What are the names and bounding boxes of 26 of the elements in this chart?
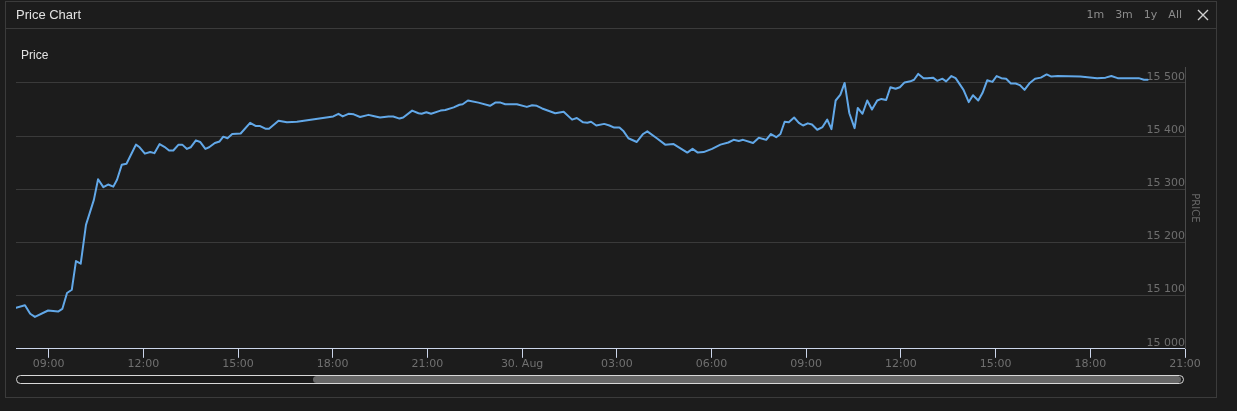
x-tick-label: 12:00 (127, 357, 160, 371)
chart-subtitle: Price (21, 48, 49, 62)
y-axis-title: PRICE (1190, 193, 1202, 223)
text: All (1168, 8, 1182, 22)
x-tick-label: 30. Aug (500, 357, 544, 371)
y-tick-label: 15 200 (1146, 229, 1185, 243)
x-tick-label: 06:00 (695, 357, 728, 371)
x-tick-label: 09:00 (790, 357, 823, 371)
x-tick-label: 15:00 (222, 357, 254, 371)
text: 3m (1115, 8, 1133, 22)
x-tick-label: 21:00 (411, 357, 444, 371)
y-tick-label: 15 300 (1146, 176, 1185, 190)
text: 1m (1086, 8, 1105, 22)
text: 1y (1143, 8, 1158, 22)
y-tick-label: 15 400 (1146, 122, 1185, 136)
y-tick-label: 15 500 (1146, 69, 1185, 83)
x-tick-label: 21:00 (1169, 357, 1201, 371)
y-tick-label: 15 100 (1146, 282, 1185, 296)
x-tick-label: 03:00 (600, 357, 633, 371)
x-tick-label: 12:00 (885, 357, 917, 371)
y-tick-label: 15 000 (1146, 335, 1185, 349)
chart-title: Price Chart (16, 7, 82, 23)
x-tick-label: 09:00 (32, 357, 65, 371)
x-tick-label: 15:00 (979, 357, 1012, 371)
x-tick-label: 18:00 (1074, 357, 1107, 371)
x-tick-label: 18:00 (316, 357, 349, 371)
